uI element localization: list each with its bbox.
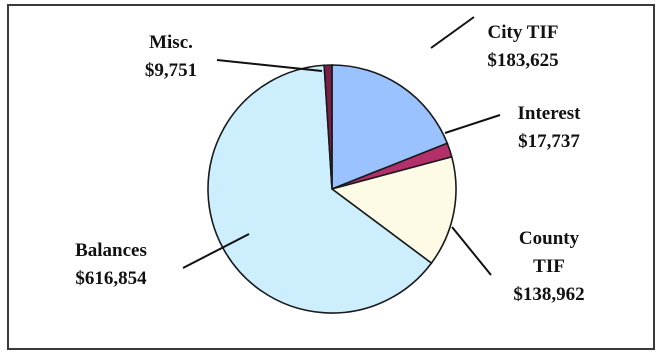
leader-line <box>216 59 323 72</box>
slice-label: Misc. $9,751 <box>145 32 197 81</box>
leader-lines <box>182 16 501 276</box>
leader-line <box>430 16 475 49</box>
slice-label: Interest $17,737 <box>518 103 582 152</box>
leader-line <box>451 226 492 276</box>
pie-slice-misc <box>323 64 333 190</box>
pie-slice-city-tif <box>331 64 449 191</box>
pie-slice-county-tif <box>330 155 457 265</box>
pie-chart: City TIF $183,625 Interest $17,737 County TIF… <box>75 16 585 314</box>
chart-frame: City TIF $183,625 Interest $17,737 County TIF… <box>7 4 655 350</box>
leader-line <box>444 114 501 134</box>
slice-labels: City TIF $183,625 Interest $17,737 County TIF… <box>75 22 585 305</box>
slice-label: City TIF $183,625 <box>487 22 558 71</box>
leader-line <box>182 233 250 269</box>
slice-label: County TIF $138,962 <box>513 228 584 305</box>
slice-label: Balances $616,854 <box>75 240 147 289</box>
pie-slices <box>207 64 457 314</box>
